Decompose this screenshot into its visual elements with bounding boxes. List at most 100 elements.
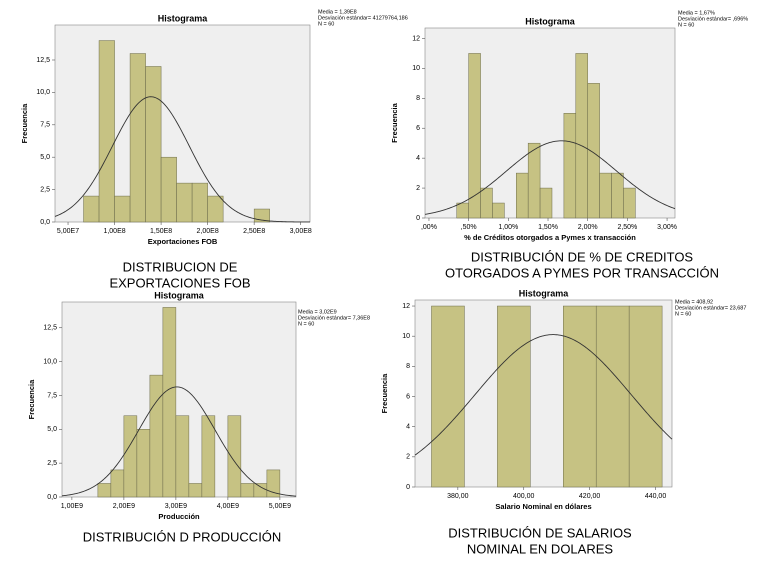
y-tick-label: 12	[402, 303, 410, 310]
x-tick-label: 2,00E8	[197, 228, 219, 235]
normal-curve	[61, 386, 297, 497]
y-tick-label: 2,5	[47, 460, 57, 467]
bar	[201, 415, 216, 498]
bar	[110, 469, 125, 498]
caption: EXPORTACIONES FOB	[109, 275, 250, 290]
stat-label: Desviación estándar= ,696%	[678, 16, 748, 22]
stat-label: Media = 408,92	[675, 299, 713, 305]
x-axis-label: Salario Nominal en dólares	[495, 502, 591, 511]
chart-title: Histograma	[154, 290, 205, 300]
bar	[162, 307, 177, 498]
y-tick-label: 7,5	[47, 392, 57, 399]
stat-label: Desviación estándar= 7,36E8	[298, 315, 370, 321]
histogram-chart: Histograma Salario Nominal en dólares Frec…	[380, 288, 746, 511]
x-tick-label: 400,00	[513, 493, 535, 500]
chart-title: Histograma	[525, 16, 576, 26]
x-tick-label: 5,00E7	[57, 228, 79, 235]
bar	[145, 66, 162, 223]
y-tick-label: 8	[406, 363, 410, 370]
bar	[98, 40, 115, 223]
bar	[253, 208, 270, 223]
x-tick-label: 420,00	[579, 493, 601, 500]
plot-area	[424, 27, 676, 219]
bar	[595, 305, 630, 488]
y-tick-label: 6	[416, 125, 420, 132]
bar	[266, 469, 281, 498]
y-axis-label: Frecuencia	[20, 103, 29, 143]
histogram-chart: Histograma Exportaciones FOB Frecuencia 0,0…	[20, 9, 408, 246]
x-tick-label: 2,00E9	[113, 503, 135, 510]
bar	[492, 202, 505, 219]
y-tick-label: 4	[416, 155, 420, 162]
bar	[587, 83, 600, 219]
bar	[207, 195, 224, 223]
y-axis-label: Frecuencia	[380, 373, 389, 413]
bar	[563, 113, 577, 219]
bar	[97, 483, 112, 498]
stat-label: Desviación estándar= 23,687	[675, 305, 746, 311]
histogram-chart: Histograma % de Créditos otorgados a Pyme…	[390, 10, 748, 242]
x-tick-label: 1,00E9	[61, 503, 83, 510]
bar	[611, 172, 624, 219]
caption: DISTRIBUCIÓN DE % DE CREDITOS	[471, 249, 694, 264]
stat-label: N = 60	[298, 321, 314, 327]
x-tick-label: 5,00E9	[269, 503, 291, 510]
x-tick-label: 1,50E8	[150, 228, 172, 235]
bar	[129, 53, 146, 223]
bar	[539, 187, 553, 219]
x-tick-label: 2,50%	[617, 224, 637, 231]
normal-curve	[414, 334, 673, 456]
caption: OTORGADOS A PYMES POR TRANSACCIÓN	[445, 265, 719, 280]
bar	[149, 374, 164, 498]
caption: DISTRIBUCION DE	[123, 259, 238, 274]
x-tick-label: 440,00	[645, 493, 667, 500]
y-tick-label: 12	[412, 35, 420, 42]
bar	[175, 415, 190, 498]
bar	[431, 305, 465, 488]
stat-label: Media = 1,39E8	[318, 9, 357, 15]
x-tick-label: 1,00E8	[103, 228, 125, 235]
y-tick-label: 5,0	[47, 426, 57, 433]
x-tick-label: 3,00E9	[165, 503, 187, 510]
bar	[123, 415, 138, 498]
y-tick-label: 2,5	[40, 186, 50, 193]
x-tick-label: 2,50E8	[243, 228, 265, 235]
y-tick-label: 4	[406, 424, 410, 431]
bar	[253, 483, 268, 498]
caption: DISTRIBUCIÓN D PRODUCCIÓN	[83, 529, 282, 544]
y-tick-label: 2	[406, 454, 410, 461]
x-tick-label: 380,00	[447, 493, 469, 500]
y-tick-label: 10,0	[36, 89, 50, 96]
bar	[114, 195, 131, 223]
y-tick-label: 2	[416, 185, 420, 192]
stat-label: N = 60	[318, 21, 334, 27]
bar	[563, 305, 597, 488]
chart-title: Histograma	[158, 13, 209, 23]
bar	[497, 305, 531, 488]
bar	[191, 182, 208, 223]
bar	[176, 182, 193, 223]
x-axis-label: % de Créditos otorgados a Pymes x transa…	[464, 233, 636, 242]
y-tick-label: 0,0	[47, 494, 57, 501]
y-axis-label: Frecuencia	[27, 379, 36, 419]
histogram-chart: Histograma Producción Frecuencia 0,0 2,5 5,0 7…	[27, 290, 370, 521]
caption: DISTRIBUCIÓN DE SALARIOS	[448, 525, 632, 540]
bar	[456, 202, 469, 219]
x-tick-label: 1,50%	[538, 224, 558, 231]
x-tick-label: ,00%	[421, 224, 437, 231]
y-axis-label: Frecuencia	[390, 102, 399, 142]
x-tick-label: 1,00%	[498, 224, 518, 231]
bar	[516, 172, 529, 219]
stat-label: N = 60	[678, 22, 694, 28]
bar	[623, 187, 636, 219]
y-tick-label: 10	[412, 65, 420, 72]
chart-title: Histograma	[519, 288, 570, 298]
y-tick-label: 10	[402, 333, 410, 340]
y-tick-label: 10,0	[43, 358, 57, 365]
x-axis-label: Exportaciones FOB	[148, 237, 218, 246]
y-tick-label: 0	[416, 215, 420, 222]
caption: NOMINAL EN DOLARES	[467, 541, 613, 556]
bar	[575, 53, 588, 219]
bar	[480, 187, 493, 219]
